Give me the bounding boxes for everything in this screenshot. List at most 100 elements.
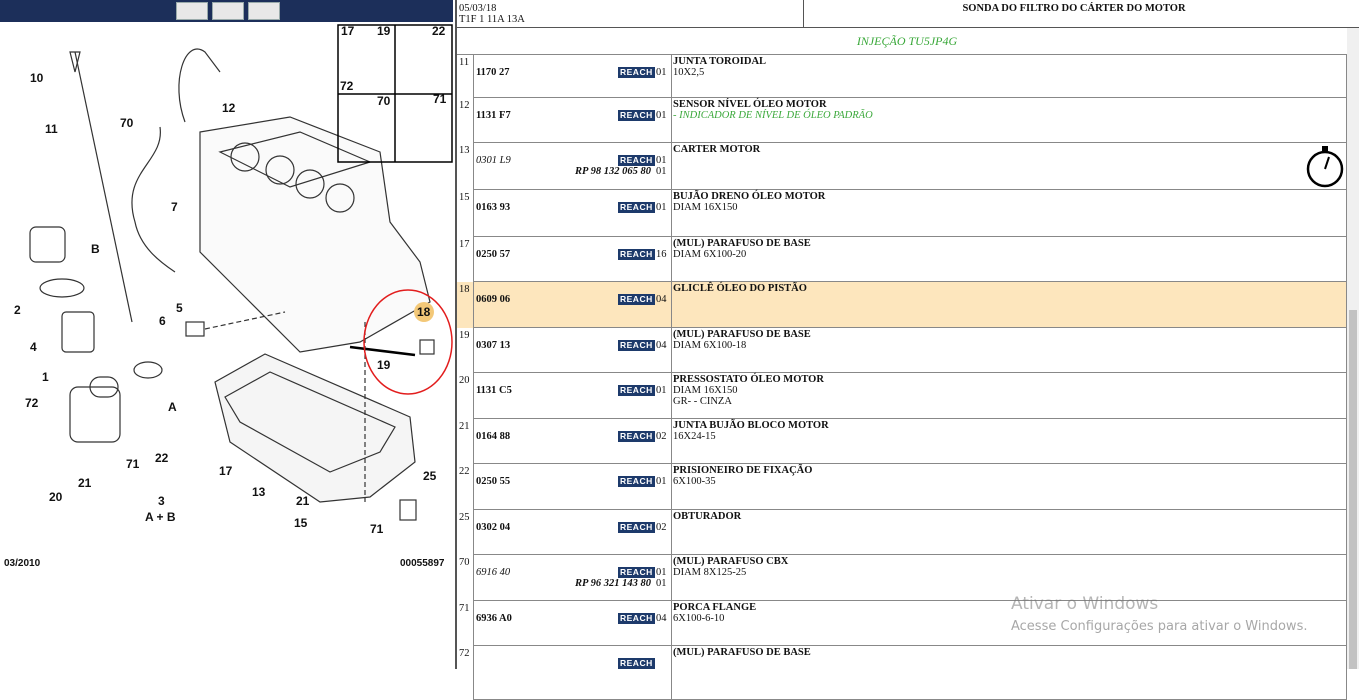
diagram-label: 15 <box>294 516 308 530</box>
reach-badge: REACH <box>618 155 655 166</box>
quantity: 01 <box>656 110 667 121</box>
row-end <box>1346 601 1347 646</box>
desc-divider <box>671 601 672 646</box>
inset-label: 72 <box>340 79 354 93</box>
index-divider <box>473 555 474 601</box>
reach-badge: REACH <box>618 67 655 78</box>
watermark-title: Ativar o Windows <box>1011 594 1159 614</box>
highlight-circle <box>363 289 453 395</box>
diagram-panel: 10 11 12 70 7 B 2 4 5 6 1 72 A 22 71 20 21 3 A + B 17 13 21 15… <box>0 0 455 669</box>
desc-divider <box>671 237 672 282</box>
table-row: 12 1131 F7 REACH 01 SENSOR NÍVEL ÓLEO MOTOR -… <box>457 98 1347 143</box>
description: 16X24-15 <box>673 431 716 442</box>
part-number: 6936 A0 <box>476 613 512 624</box>
index-divider <box>473 601 474 646</box>
parts-table-panel: 05/03/18 T1F 1 11A 13A SONDA DO FILTRO D… <box>455 0 1359 700</box>
part-number: 6916 40 <box>476 567 511 578</box>
part-number: 1170 27 <box>476 67 510 78</box>
table-row: 17 0250 57 REACH 16 (MUL) PARAFUSO DE BASE DI… <box>457 237 1347 282</box>
reach-badge: REACH <box>618 522 655 533</box>
desc-divider <box>671 373 672 419</box>
row-index: 11 <box>459 57 470 68</box>
row-index: 15 <box>459 192 470 203</box>
timer-icon[interactable] <box>1303 145 1347 189</box>
reach-badge: REACH <box>618 431 655 442</box>
diagram-label: 2 <box>14 303 21 317</box>
diagram-label: 13 <box>252 485 266 499</box>
desc-divider <box>671 419 672 464</box>
zoom-out-button[interactable] <box>212 2 244 20</box>
description: PORCA FLANGE <box>673 602 757 613</box>
diagram-label: 17 <box>219 464 233 478</box>
index-divider <box>473 328 474 373</box>
desc-divider <box>671 55 672 98</box>
row-index: 19 <box>459 330 470 341</box>
index-divider <box>473 464 474 510</box>
quantity: 01 <box>656 67 667 78</box>
description: 6X100-35 <box>673 476 716 487</box>
diagram-label: 5 <box>176 301 183 315</box>
diagram-label: 7 <box>171 200 178 214</box>
diagram-label: 3 <box>158 494 165 508</box>
description-note: - INDICADOR DE NÍVEL DE ÓLEO PADRÃO <box>673 110 873 121</box>
row-separator <box>473 142 1347 143</box>
diagram-label: 72 <box>25 396 39 410</box>
header-border <box>457 27 1359 28</box>
part-number: 0164 88 <box>476 431 511 442</box>
reach-badge: REACH <box>618 202 655 213</box>
desc-divider <box>671 510 672 555</box>
row-end <box>1346 55 1347 98</box>
description: 6X100-6-10 <box>673 613 725 624</box>
diagram-label: 18 <box>417 305 431 319</box>
diagram-label: 25 <box>423 469 437 483</box>
diagram-label: 70 <box>120 116 134 130</box>
row-separator <box>473 372 1347 373</box>
reach-badge: REACH <box>618 567 655 578</box>
quantity: 01 <box>656 202 667 213</box>
quantity: 04 <box>656 613 667 624</box>
description: SENSOR NÍVEL ÓLEO MOTOR <box>673 99 827 110</box>
row-end <box>1346 328 1347 373</box>
inset-label: 70 <box>377 94 391 108</box>
desc-divider <box>671 464 672 510</box>
zoom-in-button[interactable] <box>176 2 208 20</box>
header-date: 05/03/18 <box>459 3 497 14</box>
scroll-thumb[interactable] <box>1349 310 1357 669</box>
desc-divider <box>671 646 672 700</box>
description: DIAM 6X100-18 <box>673 340 747 351</box>
row-end <box>1346 510 1347 555</box>
inset-box <box>337 24 453 163</box>
index-divider <box>473 510 474 555</box>
toolbar <box>0 0 453 22</box>
table-row: 13 0301 L9 REACH RP 98 132 065 80 01 01 CARTER… <box>457 143 1347 190</box>
index-divider <box>473 646 474 700</box>
zoom-fit-button[interactable] <box>248 2 280 20</box>
inset-label: 19 <box>377 24 391 38</box>
header-divider <box>803 0 804 27</box>
quantity: 01 <box>656 155 667 166</box>
index-divider <box>473 419 474 464</box>
table-row: 70 6916 40 REACH RP 96 321 143 80 01 01 (MUL) … <box>457 555 1347 601</box>
scrollbar[interactable] <box>1347 28 1359 669</box>
description: CARTER MOTOR <box>673 144 761 155</box>
diagram-label: A <box>168 400 177 414</box>
inset-label: 22 <box>432 24 446 38</box>
desc-divider <box>671 190 672 237</box>
row-index: 25 <box>459 512 470 523</box>
drawing <box>29 48 435 521</box>
description: (MUL) PARAFUSO CBX <box>673 556 789 567</box>
inset-label: 71 <box>433 92 447 106</box>
diagram-label: B <box>91 242 100 256</box>
row-separator <box>473 97 1347 98</box>
row-separator <box>473 509 1347 510</box>
row-index: 22 <box>459 466 470 477</box>
diagram-ref: 00055897 <box>400 558 445 569</box>
row-separator <box>473 236 1347 237</box>
diagram-label: 19 <box>377 358 391 372</box>
part-number: 0609 06 <box>476 294 511 305</box>
table-row: 25 0302 04 REACH 02 OBTURADOR <box>457 510 1347 555</box>
replacement-part: RP 98 132 065 80 <box>575 166 652 177</box>
row-index: 12 <box>459 100 470 111</box>
